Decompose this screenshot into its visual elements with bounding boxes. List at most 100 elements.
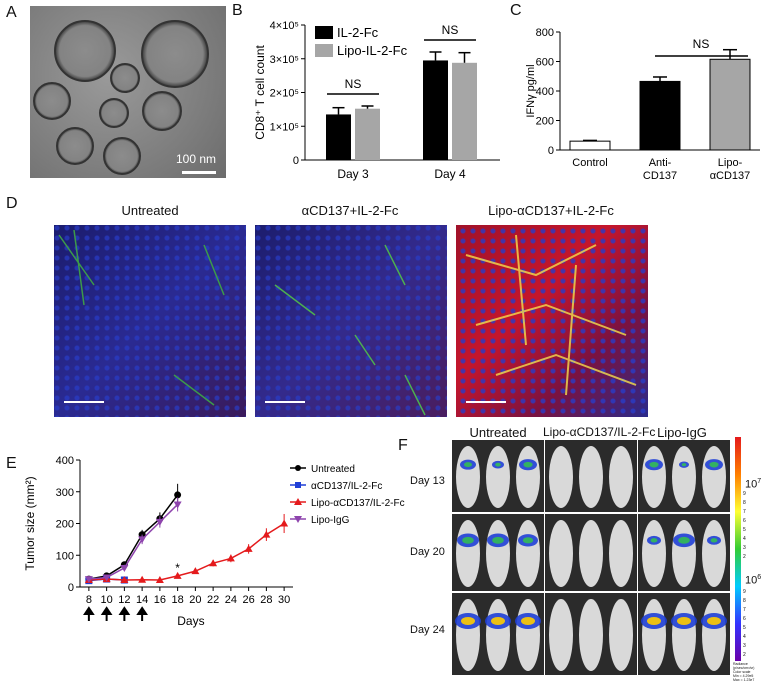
tumor-signal-core xyxy=(491,617,505,625)
x-tick-label: 8 xyxy=(86,594,92,606)
tumor-signal-core xyxy=(649,461,659,468)
x-tick-label: 24 xyxy=(225,594,237,606)
colorbar-minor-tick: 2 xyxy=(743,554,746,560)
colorbar-caption: Radiance (p/sec/cm²/sr) Color scale Min = 4… xyxy=(733,662,765,682)
y-tick-label: 400 xyxy=(56,455,74,467)
ns-annotation: NS xyxy=(345,77,362,91)
series-line xyxy=(88,503,179,580)
treatment-arrow xyxy=(136,606,148,621)
x-tick-label: Control xyxy=(572,157,607,169)
x-tick-label: 12 xyxy=(118,594,130,606)
tumor-signal-core xyxy=(710,538,718,543)
y-tick-label: 0 xyxy=(548,145,554,157)
panel-f-col-lipo: Lipo-αCD137/IL-2-Fc xyxy=(543,425,656,439)
y-tick-label: 200 xyxy=(56,519,74,531)
x-tick-label: αCD137 xyxy=(710,170,751,182)
data-point xyxy=(120,576,129,584)
colorbar-minor-tick: 7 xyxy=(743,509,746,515)
colorbar-caption-line: Color scale xyxy=(733,670,751,674)
significance-star: * xyxy=(175,561,180,575)
liposome-vesicles xyxy=(33,20,216,175)
mouse xyxy=(486,520,510,587)
x-tick-label: 30 xyxy=(278,594,290,606)
colorbar-caption-line: Radiance xyxy=(733,662,748,666)
data-point xyxy=(262,530,271,538)
panel-d-title-untreated: Untreated xyxy=(121,203,179,218)
colorbar-minor-tick: 6 xyxy=(743,518,746,524)
y-axis-label: Tumor size (mm²) xyxy=(23,476,37,570)
colorbar-minor-tick: 9 xyxy=(743,589,746,595)
legend-marker xyxy=(295,465,301,471)
mouse xyxy=(702,446,726,508)
panel-letter-d: D xyxy=(6,195,18,212)
data-point xyxy=(226,554,235,562)
legend-marker xyxy=(294,516,302,523)
y-axis-label: CD8⁺ T cell count xyxy=(253,45,267,140)
colorbar-minor-tick: 4 xyxy=(743,536,746,542)
colorbar-caption-line: Max = 1.23e7 xyxy=(733,678,755,682)
tumor-signal-core xyxy=(647,617,661,625)
mouse xyxy=(702,599,726,671)
panel-f-col-untreated: Untreated xyxy=(469,425,527,440)
x-tick-label: CD137 xyxy=(643,170,677,182)
data-point xyxy=(280,519,289,527)
tumor-signal-core xyxy=(523,461,533,468)
data-point xyxy=(173,501,182,509)
mouse xyxy=(516,520,540,587)
treatment-arrow xyxy=(118,606,131,621)
bioluminescence-grid xyxy=(452,440,730,675)
y-tick-label: 2×10⁵ xyxy=(270,88,299,100)
tumor-signal-core xyxy=(461,617,475,625)
mouse xyxy=(516,599,540,671)
mouse xyxy=(672,520,696,587)
data-point xyxy=(209,559,218,567)
mouse xyxy=(642,520,666,587)
data-point xyxy=(174,491,182,499)
series-line xyxy=(88,494,179,580)
tumor-signal-core xyxy=(521,617,535,625)
mouse xyxy=(609,520,633,587)
x-tick-label: 18 xyxy=(172,594,184,606)
panel-f-row-day24: Day 24 xyxy=(410,624,445,636)
tumor-signal-core xyxy=(495,462,501,467)
fibers-acd137 xyxy=(265,244,426,416)
bar xyxy=(709,58,751,151)
mouse xyxy=(456,599,480,671)
bar xyxy=(355,108,380,160)
tumor-signal-core xyxy=(522,537,534,544)
mouse xyxy=(609,599,633,671)
x-axis-label: Days xyxy=(177,614,204,628)
chart-b: 0 1×10⁵ 2×10⁵ 3×10⁵ 4×10⁵ CD8⁺ T cell count Da… xyxy=(253,20,500,181)
fluorescence-image-untreated xyxy=(54,225,246,417)
bar xyxy=(423,60,448,160)
mouse xyxy=(579,520,603,587)
colorbar-minor-tick: 5 xyxy=(743,527,746,533)
tumor-signal-core xyxy=(678,536,690,544)
x-tick-label: 16 xyxy=(154,594,166,606)
y-tick-label: 1×10⁵ xyxy=(270,121,299,133)
panel-letter-b: B xyxy=(232,2,243,19)
colorbar-minor-tick: 7 xyxy=(743,607,746,613)
legend-marker xyxy=(294,498,302,505)
mouse xyxy=(579,599,603,671)
colorbar xyxy=(735,437,741,661)
tem-micrograph: 100 nm xyxy=(30,6,226,178)
y-tick-label: 800 xyxy=(536,27,554,39)
panel-f-row-day20: Day 20 xyxy=(410,546,445,558)
colorbar-caption-line: (p/sec/cm²/sr) xyxy=(733,666,755,670)
series-line xyxy=(88,522,285,581)
treatment-arrow xyxy=(83,606,95,621)
mouse xyxy=(456,446,480,508)
panel-letter-c: C xyxy=(510,2,522,19)
panel-d-title-acd137: αCD137+IL-2-Fc xyxy=(301,203,399,218)
legend-marker xyxy=(295,482,301,488)
fluorescence-image-lipo xyxy=(456,225,648,417)
colorbar-minor-tick: 4 xyxy=(743,634,746,640)
panel-f-col-igg: Lipo-IgG xyxy=(657,425,707,440)
mouse xyxy=(672,446,696,508)
data-point xyxy=(84,576,93,584)
scale-bar-label: 100 nm xyxy=(175,152,216,166)
legend-label: Lipo-αCD137/IL-2-Fc xyxy=(311,498,405,509)
tumor-signal-core xyxy=(677,617,691,625)
colorbar-top-label: 107 xyxy=(745,478,762,491)
